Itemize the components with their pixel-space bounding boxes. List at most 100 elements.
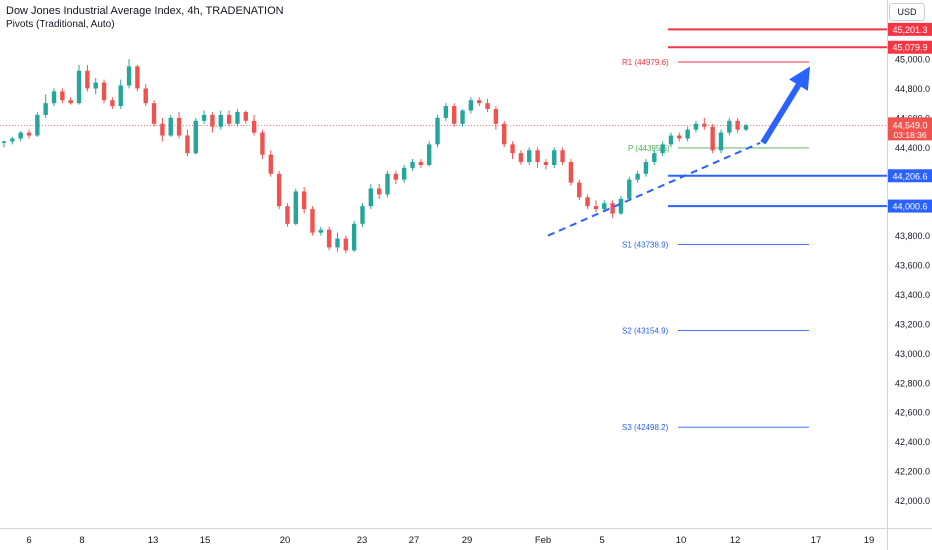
candle-body (535, 150, 540, 163)
candle-body (251, 120, 257, 133)
candle-body (510, 144, 515, 154)
candle-body (176, 117, 182, 136)
x-tick-label: 6 (26, 535, 31, 546)
candle-body (718, 132, 724, 151)
x-tick-label: 8 (79, 535, 84, 546)
x-tick-label: 13 (148, 535, 159, 546)
candle-body (43, 103, 48, 115)
candle-body (660, 144, 665, 154)
x-tick-label: 10 (676, 535, 687, 546)
candle-body (635, 173, 640, 180)
candle-body (218, 114, 223, 127)
chart-header: Dow Jones Industrial Average Index, 4h, … (6, 5, 284, 31)
candle-body (410, 162, 415, 168)
candle-body (60, 91, 65, 101)
candle-body (51, 91, 57, 104)
candle-body (151, 103, 157, 124)
price-tag (888, 169, 932, 183)
candle-body (493, 109, 499, 124)
candle-body (260, 132, 265, 155)
candle-body (426, 144, 432, 165)
candle-body (301, 191, 307, 210)
candle-body (552, 150, 557, 165)
y-tick-label: 44,400.0 (895, 143, 930, 153)
pivot-label: R1 (44979.6) (622, 58, 669, 67)
candle-body (110, 100, 115, 107)
candle-body (443, 106, 449, 118)
candle-body (435, 117, 440, 145)
candle-body (143, 88, 148, 104)
candle-body (276, 173, 282, 207)
arrow-shaft (760, 83, 802, 145)
candle-body (101, 82, 107, 101)
candle-body (677, 135, 682, 139)
candle-body (351, 223, 357, 251)
candle-body (693, 123, 699, 130)
candle-body (668, 135, 674, 145)
support-trendline[interactable] (547, 141, 761, 237)
candle-body (385, 173, 390, 195)
up-arrow-icon (789, 66, 810, 91)
candle-body (185, 135, 190, 154)
candle-body (618, 198, 624, 214)
candle-body (460, 110, 465, 124)
x-tick-label: 12 (730, 535, 741, 546)
y-tick-label: 43,400.0 (895, 290, 930, 300)
candle-body (193, 120, 198, 154)
candle-body (210, 114, 215, 127)
y-tick-label: 43,800.0 (895, 231, 930, 241)
currency-button[interactable]: USD (889, 3, 925, 21)
bar-countdown-label: 03:18:36 (893, 130, 926, 140)
candle-body (593, 206, 599, 210)
x-tick-label: 15 (200, 535, 211, 546)
candle-body (610, 203, 615, 214)
level-price-label: 45,079.9 (892, 43, 927, 53)
candle-body (93, 82, 98, 89)
candle-body (26, 132, 32, 136)
x-tick-label: 20 (280, 535, 291, 546)
pivot-label: S1 (43738.9) (622, 241, 669, 250)
candle-body (10, 138, 15, 142)
indicator-label[interactable]: Pivots (Traditional, Auto) (6, 19, 115, 30)
candle-body (643, 162, 649, 174)
candle-body (518, 153, 524, 163)
candle-body (268, 154, 273, 174)
candle-body (310, 209, 315, 233)
y-tick-label: 44,800.0 (895, 84, 930, 94)
candle-body (318, 229, 324, 233)
y-tick-label: 42,400.0 (895, 437, 930, 447)
y-tick-label: 42,000.0 (895, 496, 930, 506)
candle-body (293, 191, 298, 224)
candle-body (76, 70, 82, 104)
candle-body (401, 167, 407, 180)
price-tag (888, 22, 932, 36)
level-price-label: 44,206.6 (892, 171, 927, 181)
candle-body (602, 203, 607, 210)
candle-body (326, 229, 332, 248)
candle-body (285, 206, 290, 224)
candle-body (135, 66, 140, 89)
candle-body (418, 162, 424, 165)
current-price-tag (888, 117, 932, 141)
candle-body (477, 100, 482, 104)
candle-body (585, 197, 590, 207)
candle-body (368, 188, 374, 207)
candle-body (468, 100, 474, 111)
candle-body (376, 188, 382, 195)
candle-body (560, 150, 565, 163)
candle-body (1, 141, 7, 143)
pivot-label: S3 (42498.2) (622, 423, 669, 432)
candle-body (201, 114, 207, 121)
pivot-label: S2 (43154.9) (622, 327, 669, 336)
candle-body (335, 238, 340, 248)
x-tick-label: 19 (864, 535, 875, 546)
x-tick-label: Feb (535, 535, 551, 546)
x-tick-label: 27 (409, 535, 420, 546)
y-tick-label: 45,000.0 (895, 55, 930, 65)
candle-body (243, 111, 248, 121)
candle-body (235, 111, 240, 124)
candle-body (627, 179, 632, 199)
candle-body (393, 173, 399, 180)
candle-body (168, 117, 173, 136)
